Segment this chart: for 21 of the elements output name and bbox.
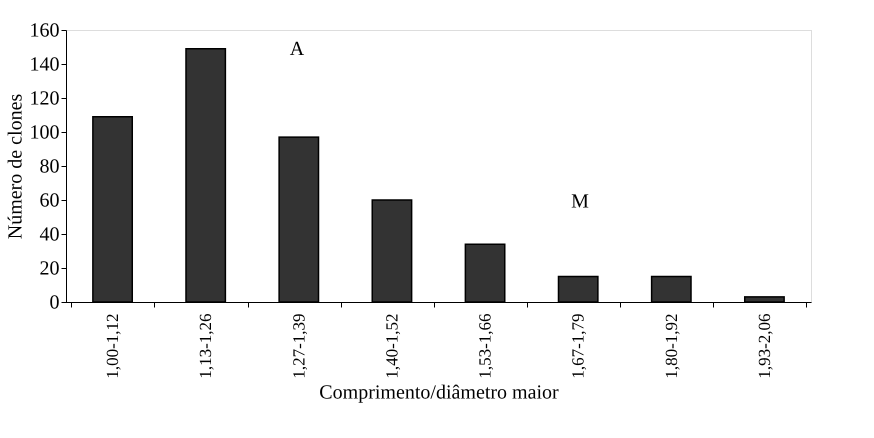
x-tick-label: 1,93-2,06 — [754, 314, 774, 379]
annotation: M — [571, 190, 590, 212]
y-tick-label: 160 — [30, 20, 60, 42]
y-tick-label: 20 — [40, 258, 60, 280]
x-axis-title: Comprimento/diâmetro maior — [319, 382, 560, 404]
x-tick-label: 1,53-1,66 — [476, 314, 495, 379]
y-tick-label: 140 — [30, 54, 60, 76]
x-tick-label: 1,00-1,12 — [103, 314, 122, 379]
x-tick-label: 1,40-1,52 — [382, 314, 402, 379]
y-tick-label: 40 — [40, 224, 60, 246]
x-tick-label: 1,67-1,79 — [568, 314, 588, 379]
y-tick-label: 80 — [40, 156, 60, 178]
y-axis-title: Número de clones — [4, 94, 26, 240]
x-tick-label: 1,13-1,26 — [196, 314, 216, 379]
y-tick-label: 60 — [40, 190, 60, 212]
y-tick-label: 100 — [30, 122, 60, 144]
annotation: A — [290, 38, 305, 60]
x-tick-label: 1,27-1,39 — [289, 314, 308, 379]
y-tick-label: 120 — [30, 88, 60, 110]
y-tick-label: 0 — [50, 292, 60, 314]
x-tick-label: 1,80-1,92 — [662, 314, 681, 379]
